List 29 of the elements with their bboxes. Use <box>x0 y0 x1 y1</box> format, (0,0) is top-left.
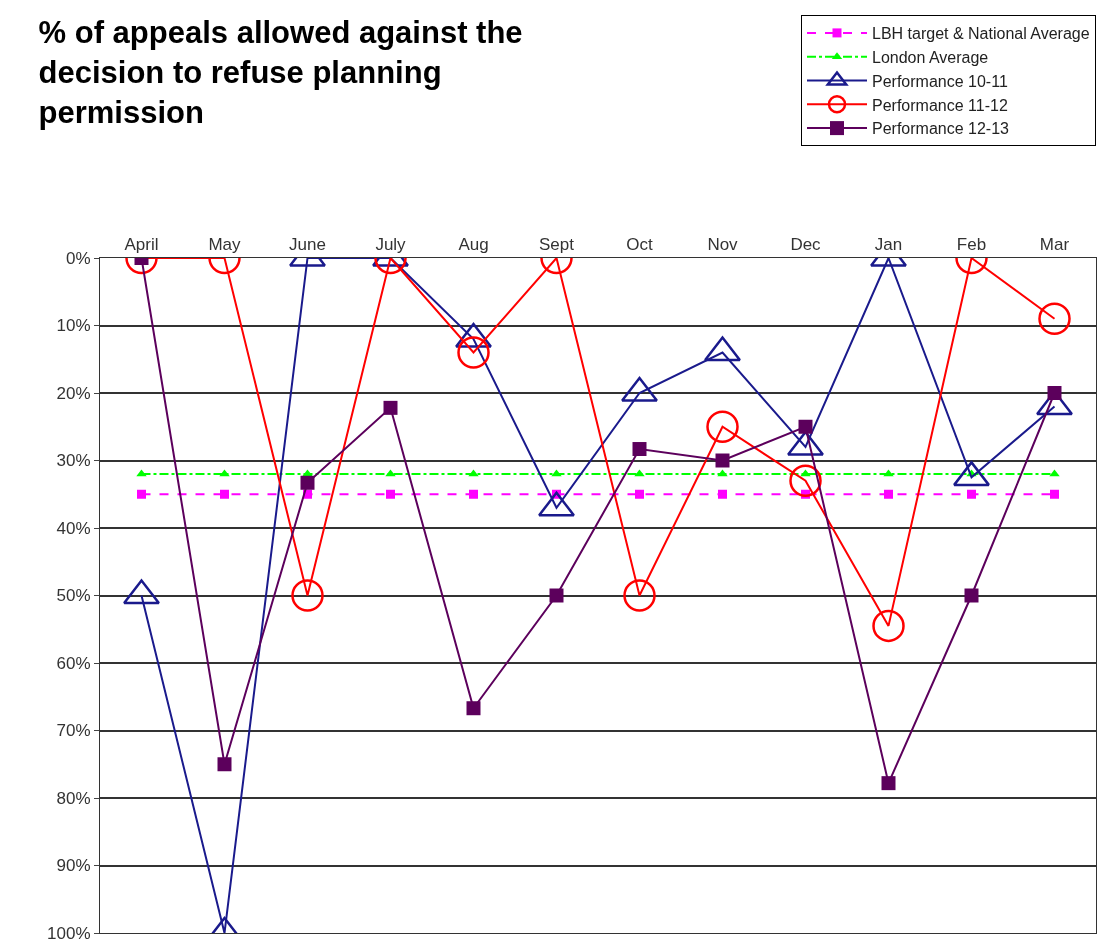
x-tick-label: Jan <box>874 235 903 255</box>
x-tick-label: July <box>375 235 407 255</box>
legend-label: Performance 11-12 <box>872 96 1008 114</box>
x-tick-label: May <box>208 235 242 255</box>
x-tick-label: Mar <box>1039 235 1070 255</box>
y-tick-label: 100% <box>47 923 91 943</box>
chart-title: % of appeals allowed against the decision to refuse planning permission <box>38 14 523 131</box>
x-tick-label: June <box>289 235 326 255</box>
y-tick-label: 70% <box>56 721 91 741</box>
legend-label: London Average <box>872 48 989 66</box>
y-tick-label: 60% <box>56 653 91 673</box>
legend-label: Performance 10-11 <box>872 72 1008 90</box>
y-tick-label: 30% <box>56 451 91 471</box>
y-tick-label: 10% <box>56 316 91 336</box>
x-tick-label: April <box>124 235 159 255</box>
x-tick-label: Nov <box>707 235 739 255</box>
y-tick-label: 50% <box>56 586 91 606</box>
x-tick-label: Oct <box>626 235 653 255</box>
y-tick-label: 80% <box>56 788 91 808</box>
x-tick-label: Dec <box>790 235 822 255</box>
x-tick-label: Sept <box>539 235 575 255</box>
y-tick-label: 0% <box>66 248 91 268</box>
legend-label: Performance 12-13 <box>872 120 1010 138</box>
x-tick-label: Aug <box>458 235 489 255</box>
x-tick-label: Feb <box>956 235 987 255</box>
y-tick-label: 40% <box>56 518 91 538</box>
y-tick-label: 20% <box>56 383 91 403</box>
y-tick-label: 90% <box>56 856 91 876</box>
legend-label: LBH target & National Average <box>872 25 1090 43</box>
